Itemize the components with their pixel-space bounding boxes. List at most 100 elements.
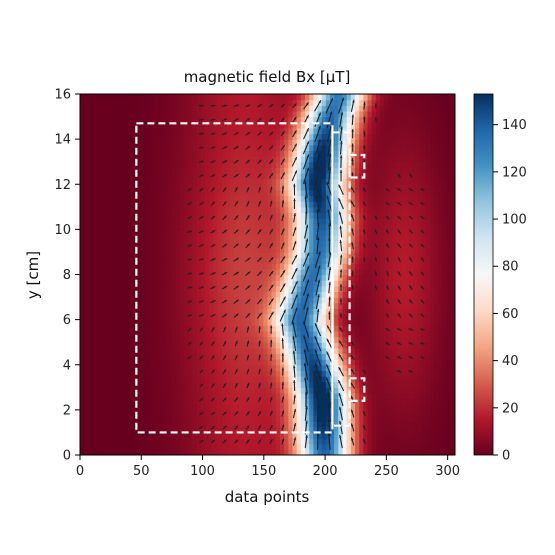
heatmap-cell bbox=[271, 313, 277, 321]
heatmap-cell bbox=[92, 443, 98, 450]
heatmap-cell bbox=[450, 347, 455, 355]
heatmap-cell bbox=[163, 325, 169, 332]
heatmap-cell bbox=[288, 291, 294, 298]
heatmap-cell bbox=[446, 319, 452, 326]
heatmap-cell bbox=[271, 376, 277, 383]
heatmap-cell bbox=[159, 330, 164, 338]
heatmap-cell bbox=[413, 404, 419, 411]
heatmap-cell bbox=[380, 212, 385, 219]
heatmap-cell bbox=[434, 409, 439, 417]
heatmap-cell bbox=[434, 449, 439, 455]
heatmap-cell bbox=[242, 302, 248, 309]
heatmap-cell bbox=[334, 438, 339, 445]
heatmap-cell bbox=[388, 438, 394, 445]
heatmap-cell bbox=[175, 195, 181, 202]
heatmap-cell bbox=[434, 370, 439, 377]
heatmap-cell bbox=[80, 297, 85, 304]
heatmap-cell bbox=[180, 392, 185, 400]
heatmap-cell bbox=[180, 218, 185, 225]
heatmap-cell bbox=[325, 229, 331, 236]
heatmap-cell bbox=[113, 291, 119, 298]
heatmap-cell bbox=[100, 347, 106, 355]
heatmap-cell bbox=[313, 280, 319, 287]
heatmap-cell bbox=[155, 387, 160, 394]
heatmap-cell bbox=[96, 251, 102, 259]
heatmap-cell bbox=[230, 313, 235, 321]
heatmap-cell bbox=[363, 263, 369, 270]
heatmap-cell bbox=[121, 387, 127, 394]
heatmap-cell bbox=[271, 398, 277, 405]
heatmap-cell bbox=[284, 297, 289, 304]
heatmap-cell bbox=[213, 274, 219, 281]
heatmap-cell bbox=[430, 178, 435, 185]
heatmap-cell bbox=[250, 150, 256, 157]
heatmap-cell bbox=[388, 206, 394, 214]
heatmap-cell bbox=[450, 342, 455, 349]
heatmap-cell bbox=[205, 150, 210, 157]
heatmap-cell bbox=[246, 189, 252, 197]
heatmap-cell bbox=[392, 268, 398, 276]
heatmap-cell bbox=[396, 404, 402, 411]
heatmap-cell bbox=[430, 274, 435, 281]
heatmap-cell bbox=[342, 280, 348, 287]
heatmap-cell bbox=[421, 308, 427, 315]
heatmap-cell bbox=[288, 421, 294, 428]
heatmap-cell bbox=[188, 392, 194, 400]
heatmap-cell bbox=[342, 257, 348, 264]
heatmap-cell bbox=[400, 302, 406, 309]
heatmap-cell bbox=[388, 189, 394, 197]
heatmap-cell bbox=[209, 404, 214, 411]
heatmap-cell bbox=[267, 342, 273, 349]
heatmap-cell bbox=[280, 443, 285, 450]
heatmap-cell bbox=[138, 319, 144, 326]
heatmap-cell bbox=[234, 426, 239, 434]
heatmap-cell bbox=[359, 302, 364, 309]
heatmap-cell bbox=[100, 172, 106, 180]
heatmap-cell bbox=[100, 144, 106, 152]
heatmap-cell bbox=[388, 319, 394, 326]
heatmap-cell bbox=[84, 257, 89, 264]
heatmap-cell bbox=[263, 189, 269, 197]
heatmap-cell bbox=[150, 280, 156, 287]
heatmap-cell bbox=[380, 392, 385, 400]
heatmap-cell bbox=[359, 212, 364, 219]
heatmap-cell bbox=[309, 297, 314, 304]
heatmap-cell bbox=[242, 387, 248, 394]
heatmap-cell bbox=[130, 172, 135, 180]
heatmap-cell bbox=[325, 398, 331, 405]
heatmap-cell bbox=[342, 376, 348, 383]
heatmap-cell bbox=[263, 178, 269, 185]
heatmap-cell bbox=[400, 398, 406, 405]
heatmap-cell bbox=[321, 376, 327, 383]
heatmap-cell bbox=[188, 313, 194, 321]
heatmap-cell bbox=[192, 381, 198, 388]
heatmap-cell bbox=[163, 167, 169, 174]
heatmap-cell bbox=[384, 291, 389, 298]
heatmap-cell bbox=[446, 178, 452, 185]
heatmap-cell bbox=[350, 302, 356, 309]
heatmap-cell bbox=[209, 376, 214, 383]
heatmap-cell bbox=[371, 336, 377, 343]
heatmap-cell bbox=[275, 229, 281, 236]
heatmap-cell bbox=[263, 251, 269, 259]
heatmap-cell bbox=[146, 291, 152, 298]
heatmap-cell bbox=[184, 308, 189, 315]
heatmap-cell bbox=[200, 404, 206, 411]
heatmap-cell bbox=[396, 443, 402, 450]
heatmap-cell bbox=[288, 325, 294, 332]
heatmap-cell bbox=[155, 229, 160, 236]
heatmap-cell bbox=[150, 172, 156, 180]
heatmap-cell bbox=[125, 229, 131, 236]
heatmap-cell bbox=[417, 268, 423, 276]
heatmap-cell bbox=[350, 330, 356, 338]
heatmap-cell bbox=[171, 381, 177, 388]
heatmap-cell bbox=[288, 319, 294, 326]
heatmap-cell bbox=[380, 353, 385, 360]
heatmap-cell bbox=[80, 432, 85, 439]
heatmap-cell bbox=[288, 370, 294, 377]
heatmap-cell bbox=[275, 274, 281, 281]
heatmap-cell bbox=[255, 218, 260, 225]
heatmap-cell bbox=[109, 353, 114, 360]
heatmap-cell bbox=[259, 398, 264, 405]
heatmap-cell bbox=[438, 274, 444, 281]
